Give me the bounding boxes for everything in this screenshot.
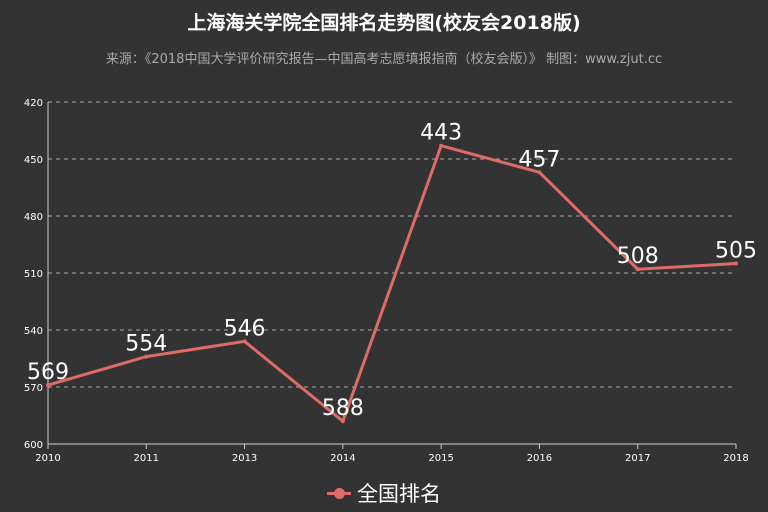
data-point	[144, 354, 149, 359]
x-tick-label: 2011	[134, 453, 159, 464]
y-tick-label: 510	[24, 269, 43, 280]
legend-label: 全国排名	[357, 482, 441, 506]
data-label: 443	[420, 121, 462, 146]
data-point	[439, 143, 444, 148]
data-label: 457	[518, 147, 560, 172]
legend-line-icon	[327, 486, 351, 500]
data-point	[46, 383, 50, 388]
data-point	[635, 267, 640, 272]
data-label: 569	[27, 360, 69, 385]
x-tick-label: 2017	[625, 453, 650, 464]
x-tick-label: 2014	[330, 453, 355, 464]
x-tick-label: 2013	[232, 453, 257, 464]
x-tick-label: 2010	[35, 453, 60, 464]
chart-legend[interactable]: 全国排名	[0, 478, 768, 508]
y-tick-label: 570	[24, 383, 43, 394]
y-tick-label: 450	[24, 155, 43, 166]
data-label: 546	[224, 316, 266, 341]
chart-subtitle: 来源：《2018中国大学评价研究报告—中国高考志愿填报指南（校友会版）》 制图：…	[105, 52, 663, 67]
data-label: 508	[617, 244, 659, 269]
x-tick-label: 2018	[723, 453, 748, 464]
data-label: 505	[715, 239, 757, 264]
y-tick-label: 540	[24, 326, 43, 337]
y-tick-label: 480	[24, 212, 43, 223]
data-label: 554	[125, 332, 167, 357]
series-line	[47, 144, 737, 423]
x-tick-label: 2016	[527, 453, 552, 464]
data-point	[340, 419, 345, 424]
y-tick-label: 420	[24, 98, 43, 109]
data-point	[734, 261, 738, 266]
data-point	[242, 339, 247, 344]
y-tick-label: 600	[24, 440, 43, 451]
x-tick-label: 2015	[428, 453, 453, 464]
chart-title: 上海海关学院全国排名走势图(校友会2018版)	[187, 12, 581, 34]
data-point	[537, 170, 542, 175]
data-label: 588	[322, 396, 364, 421]
